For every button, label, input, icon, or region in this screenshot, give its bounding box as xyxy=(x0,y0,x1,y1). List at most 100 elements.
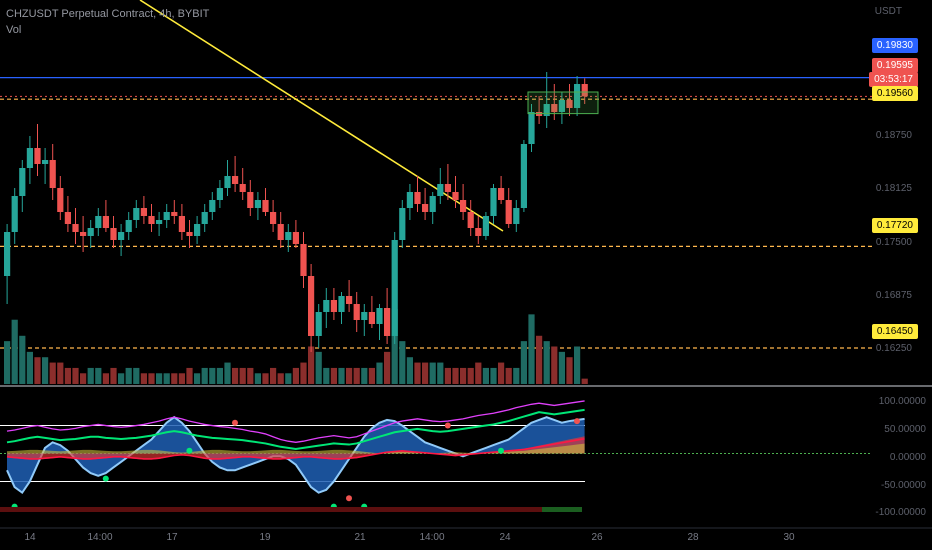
volume-bar xyxy=(338,367,345,384)
time-tick: 14 xyxy=(24,532,36,543)
candle-body xyxy=(444,184,451,192)
volume-bar xyxy=(133,367,140,384)
volume-bar xyxy=(254,373,261,384)
candle-body xyxy=(520,144,527,208)
volume-label: Vol xyxy=(6,24,22,36)
volume-bar xyxy=(452,367,459,384)
volume-bar xyxy=(247,367,254,384)
volume-bar xyxy=(528,314,535,384)
volume-bar xyxy=(95,367,102,384)
candle-body xyxy=(574,84,581,108)
volume-bar xyxy=(80,373,87,384)
volume-bar xyxy=(406,357,413,384)
volume-bar xyxy=(384,351,391,384)
volume-bar xyxy=(34,357,41,384)
candle-body xyxy=(72,224,79,232)
price-tick-3: 0.17500 xyxy=(875,237,912,248)
candle-body xyxy=(460,200,467,212)
range-box xyxy=(527,91,599,115)
price-tag-mid-level: 0.17720 xyxy=(871,218,918,233)
volume-bar xyxy=(498,362,505,384)
volume-bar xyxy=(4,341,11,384)
volume-bar xyxy=(581,378,588,384)
osc-yellow-area xyxy=(7,443,585,454)
volume-bar xyxy=(285,373,292,384)
candle-body xyxy=(49,160,56,188)
osc-tick-minus-100: -100.00000 xyxy=(875,507,926,518)
volume-bar xyxy=(558,351,565,384)
volume-bar xyxy=(194,373,201,384)
volume-bar xyxy=(490,367,497,384)
candle-body xyxy=(209,200,216,212)
candle-body xyxy=(384,308,391,336)
candle-body xyxy=(163,212,170,220)
volume-bar xyxy=(178,373,185,384)
candle-body xyxy=(125,220,132,232)
candle-body xyxy=(19,168,26,196)
osc-status-bar-bull xyxy=(542,507,582,512)
volume-bar xyxy=(467,367,474,384)
volume-bar xyxy=(429,362,436,384)
candle-body xyxy=(338,296,345,312)
time-tick: 28 xyxy=(687,532,699,543)
volume-bar xyxy=(308,346,315,384)
candle-body xyxy=(528,112,535,144)
volume-bar xyxy=(64,367,71,384)
candle-body xyxy=(414,192,421,204)
osc-magenta-line xyxy=(6,400,585,443)
volume-bar xyxy=(224,362,231,384)
price-tick-5: 0.16250 xyxy=(875,343,912,354)
time-tick: 21 xyxy=(354,532,366,543)
candle-body xyxy=(558,100,565,112)
volume-bar xyxy=(277,373,284,384)
osc-wave-line xyxy=(6,415,585,495)
candle-body xyxy=(292,232,299,244)
osc-signal-dot xyxy=(186,447,193,454)
candle-body xyxy=(505,200,512,224)
candle-body xyxy=(376,308,383,324)
currency-label: USDT xyxy=(874,6,902,17)
price-tick-2: 0.18125 xyxy=(875,183,912,194)
osc-tick-minus-50: -50.00000 xyxy=(880,480,926,491)
price-tag-box-level: 0.19560 xyxy=(871,86,918,101)
candle-body xyxy=(285,232,292,240)
candle-body xyxy=(368,312,375,324)
volume-bar xyxy=(330,367,337,384)
volume-bar xyxy=(300,362,307,384)
candle-body xyxy=(513,208,520,224)
volume-bar xyxy=(102,373,109,384)
candle-body xyxy=(482,216,489,236)
candle-body xyxy=(178,216,185,232)
volume-bar xyxy=(239,367,246,384)
candle-body xyxy=(156,220,163,224)
volume-bar xyxy=(361,367,368,384)
volume-bar xyxy=(49,362,56,384)
osc-red-line xyxy=(6,437,585,460)
candle-body xyxy=(42,160,49,164)
osc-tick-50: 50.00000 xyxy=(884,424,926,435)
volume-bar xyxy=(19,335,26,384)
volume-bar xyxy=(148,373,155,384)
candle-body xyxy=(437,184,444,196)
candle-body xyxy=(4,232,11,276)
candle-body xyxy=(353,304,360,320)
volume-bar xyxy=(368,367,375,384)
volume-bar xyxy=(26,351,33,384)
volume-bar xyxy=(270,367,277,384)
candle-body xyxy=(581,84,588,97)
volume-bar xyxy=(346,367,353,384)
volume-bar xyxy=(551,346,558,384)
candle-body xyxy=(247,192,254,208)
volume-bar xyxy=(475,362,482,384)
candle-body xyxy=(330,300,337,312)
candle-body xyxy=(133,208,140,220)
candle-body xyxy=(239,184,246,192)
volume-bar xyxy=(42,357,49,384)
volume-bar xyxy=(482,367,489,384)
time-tick: 19 xyxy=(259,532,271,543)
candle-body xyxy=(422,204,429,212)
trendline xyxy=(139,0,504,232)
volume-bar xyxy=(543,341,550,384)
candle-body xyxy=(11,196,18,232)
